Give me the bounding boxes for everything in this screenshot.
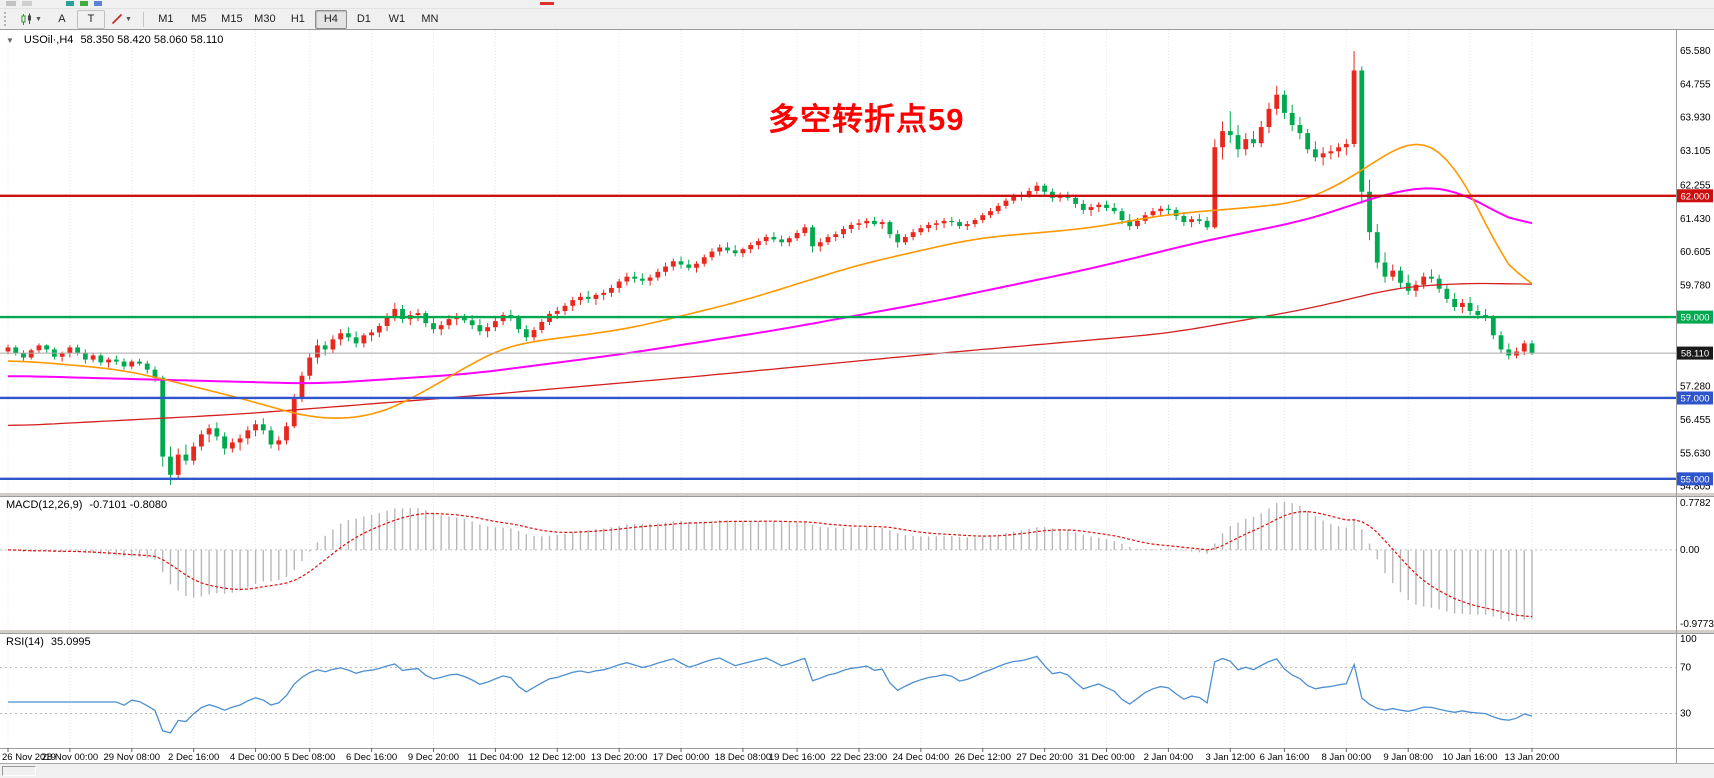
svg-text:57.280: 57.280 <box>1680 382 1711 393</box>
svg-text:54.805: 54.805 <box>1680 482 1711 493</box>
rsi-panel-title: RSI(14) 35.0995 <box>6 636 91 648</box>
main-panel-title: ▼ USOil·,H4 58.350 58.420 58.060 58.110 <box>6 34 223 46</box>
svg-text:17 Dec 00:00: 17 Dec 00:00 <box>653 752 710 763</box>
ohlc-label: 58.350 58.420 58.060 58.110 <box>80 34 224 46</box>
svg-text:10 Jan 16:00: 10 Jan 16:00 <box>1443 752 1498 763</box>
svg-text:100: 100 <box>1680 634 1697 645</box>
svg-text:62.255: 62.255 <box>1680 180 1711 191</box>
svg-text:26 Dec 12:00: 26 Dec 12:00 <box>954 752 1011 763</box>
annotate-a-button[interactable]: A <box>58 13 66 25</box>
svg-text:0.00: 0.00 <box>1680 545 1700 556</box>
svg-text:70: 70 <box>1680 663 1692 674</box>
chart-annotation[interactable]: 多空转折点59 <box>768 102 965 137</box>
draw-tools-button[interactable]: ▼ <box>106 10 137 29</box>
toolbar-separator <box>142 11 144 27</box>
svg-text:6 Dec 16:00: 6 Dec 16:00 <box>346 752 397 763</box>
svg-text:6 Jan 16:00: 6 Jan 16:00 <box>1260 752 1310 763</box>
svg-text:63.930: 63.930 <box>1680 113 1711 124</box>
chart-type-button[interactable]: ▼ <box>15 10 47 29</box>
menu-icon-fragment <box>540 2 554 5</box>
timeframe-m5[interactable]: M5 <box>191 13 207 25</box>
rsi-value: 35.0995 <box>50 636 91 648</box>
svg-text:27 Dec 20:00: 27 Dec 20:00 <box>1016 752 1073 763</box>
svg-text:22 Dec 23:00: 22 Dec 23:00 <box>831 752 888 763</box>
svg-text:61.430: 61.430 <box>1680 214 1711 225</box>
timeframe-h1[interactable]: H1 <box>290 13 305 25</box>
status-bar <box>0 763 1714 778</box>
cropped-menu-strip <box>0 0 1714 9</box>
svg-text:19 Dec 16:00: 19 Dec 16:00 <box>769 752 826 763</box>
candlestick-icon <box>20 13 33 26</box>
macd-label: MACD(12,26,9) <box>6 499 83 511</box>
svg-text:58.110: 58.110 <box>1681 349 1709 360</box>
svg-text:8 Jan 00:00: 8 Jan 00:00 <box>1322 752 1372 763</box>
svg-text:3 Jan 12:00: 3 Jan 12:00 <box>1205 752 1255 763</box>
svg-text:5 Dec 08:00: 5 Dec 08:00 <box>284 752 335 763</box>
svg-text:0.7782: 0.7782 <box>1680 498 1711 509</box>
svg-text:64.755: 64.755 <box>1680 79 1711 90</box>
trendline-icon <box>111 13 123 25</box>
macd-panel-title: MACD(12,26,9) -0.7101 -0.8080 <box>6 499 167 511</box>
dropdown-caret-icon: ▼ <box>35 15 42 23</box>
timeframe-m1[interactable]: M1 <box>158 13 174 25</box>
rsi-label: RSI(14) <box>6 636 44 648</box>
timeframe-m15[interactable]: M15 <box>221 13 243 25</box>
svg-text:18 Dec 08:00: 18 Dec 08:00 <box>715 752 772 763</box>
timeframe-m30[interactable]: M30 <box>254 13 276 25</box>
svg-text:55.630: 55.630 <box>1680 448 1711 459</box>
svg-text:29 Nov 08:00: 29 Nov 08:00 <box>104 752 161 763</box>
svg-text:11 Dec 04:00: 11 Dec 04:00 <box>467 752 523 763</box>
menu-icon-fragment <box>94 1 102 6</box>
svg-text:-0.9773: -0.9773 <box>1680 619 1714 630</box>
macd-values: -0.7101 -0.8080 <box>89 499 168 511</box>
svg-text:9 Dec 20:00: 9 Dec 20:00 <box>408 752 459 763</box>
svg-text:30: 30 <box>1680 709 1692 720</box>
svg-text:12 Dec 12:00: 12 Dec 12:00 <box>529 752 586 763</box>
svg-text:65.580: 65.580 <box>1680 46 1711 57</box>
svg-text:13 Dec 20:00: 13 Dec 20:00 <box>591 752 648 763</box>
timeframe-w1[interactable]: W1 <box>388 13 406 25</box>
svg-text:28 Nov 00:00: 28 Nov 00:00 <box>42 752 99 763</box>
svg-text:9 Jan 08:00: 9 Jan 08:00 <box>1383 752 1433 763</box>
status-cell <box>2 766 36 776</box>
svg-text:4 Dec 00:00: 4 Dec 00:00 <box>230 752 281 763</box>
svg-text:57.000: 57.000 <box>1680 393 1709 404</box>
chart-menu-caret-icon[interactable]: ▼ <box>6 36 14 45</box>
svg-text:31 Dec 00:00: 31 Dec 00:00 <box>1078 752 1135 763</box>
svg-text:60.605: 60.605 <box>1680 247 1711 258</box>
svg-text:2 Jan 04:00: 2 Jan 04:00 <box>1144 752 1194 763</box>
svg-text:55.000: 55.000 <box>1680 474 1709 485</box>
menu-icon-fragment <box>6 1 16 6</box>
menu-icon-fragment <box>22 1 32 6</box>
svg-text:26 Nov 2019: 26 Nov 2019 <box>2 752 56 763</box>
svg-text:63.105: 63.105 <box>1680 146 1711 157</box>
svg-text:59.000: 59.000 <box>1680 313 1709 324</box>
toolbar-grip[interactable] <box>4 12 10 26</box>
annotate-t-button[interactable]: T <box>76 9 105 29</box>
svg-text:59.780: 59.780 <box>1680 281 1711 292</box>
svg-text:24 Dec 04:00: 24 Dec 04:00 <box>893 752 950 763</box>
toolbar: ▼ A T ▼ M1 M5 M15 M30 H1 H4 D1 W1 MN <box>0 9 1714 30</box>
timeframe-h4[interactable]: H4 <box>314 9 347 29</box>
svg-text:62.000: 62.000 <box>1680 191 1709 202</box>
timeframe-d1[interactable]: D1 <box>356 13 371 25</box>
timeframe-mn[interactable]: MN <box>421 13 439 25</box>
svg-text:13 Jan 20:00: 13 Jan 20:00 <box>1505 752 1560 763</box>
dropdown-caret-icon: ▼ <box>124 15 132 23</box>
menu-icon-fragment <box>80 1 88 6</box>
menu-icon-fragment <box>66 1 74 6</box>
svg-text:56.455: 56.455 <box>1680 415 1711 426</box>
symbol-period-label: USOil·,H4 <box>23 34 74 46</box>
svg-text:2 Dec 16:00: 2 Dec 16:00 <box>168 752 219 763</box>
